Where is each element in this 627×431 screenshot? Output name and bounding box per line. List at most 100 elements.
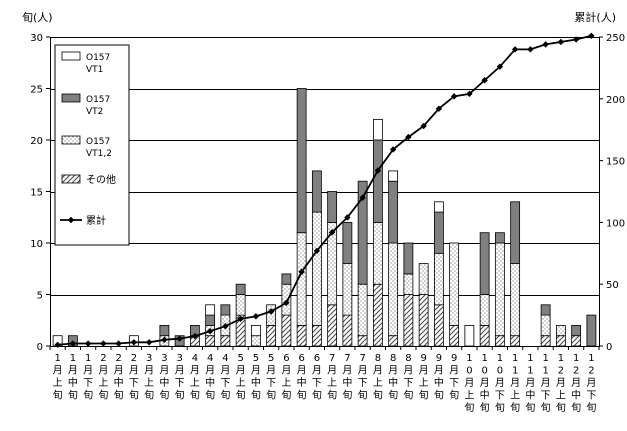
x-category-char: 旬 — [220, 389, 230, 402]
cumulative-point — [496, 63, 504, 70]
bar-segment-gray — [327, 191, 338, 223]
y-left-tick-label: 25 — [30, 85, 43, 96]
x-category-char: 中 — [571, 389, 581, 402]
y-left-tick-label: 10 — [30, 239, 43, 250]
x-category-char: 6 — [298, 353, 304, 364]
x-category-char: 月 — [129, 365, 139, 377]
x-category-char: 1 — [512, 353, 518, 364]
x-category-char: 月 — [297, 365, 307, 377]
cumulative-point — [283, 299, 290, 306]
x-category-char: 下 — [220, 378, 230, 389]
x-category-char: 旬 — [144, 389, 154, 402]
bar-segment-hatch — [266, 324, 277, 347]
x-category-char: 旬 — [175, 389, 185, 402]
bar-segment-hatch — [220, 335, 231, 347]
legend-label: その他 — [86, 173, 116, 186]
x-category-char: 2 — [588, 366, 594, 377]
x-category-char: 1 — [70, 353, 76, 364]
cumulative-point — [405, 133, 412, 141]
x-category-char: 中 — [251, 376, 261, 389]
bar-segment-hatch — [418, 294, 429, 347]
y-left-tick-label: 30 — [30, 33, 43, 44]
x-category-char: 旬 — [541, 401, 551, 414]
legend-swatch-dots — [61, 135, 81, 145]
bar-segment-gray — [479, 232, 490, 295]
x-category-char: 月 — [419, 365, 429, 377]
y-right-tick-label: 250 — [606, 33, 625, 44]
x-category-char: 旬 — [480, 401, 490, 414]
x-category-char: 3 — [161, 353, 167, 364]
x-category-char: 月 — [571, 377, 581, 389]
y-left-tick-label: 0 — [37, 342, 43, 353]
x-category-char: 中 — [114, 376, 124, 389]
x-category-char: 月 — [541, 377, 551, 389]
x-category-char: 下 — [449, 378, 459, 389]
x-category-char: 中 — [434, 376, 444, 389]
cumulative-point — [84, 340, 92, 347]
x-category-char: 旬 — [525, 401, 535, 414]
x-category-char: 1 — [481, 353, 487, 364]
bar-segment-gray — [235, 283, 246, 295]
x-category-char: 2 — [558, 366, 564, 377]
cumulative-point — [527, 46, 534, 53]
bar-segment-gray — [296, 88, 307, 234]
legend-label: VT1,2 — [86, 149, 112, 159]
x-category-char: 上 — [190, 377, 200, 389]
bar-segment-hatch — [372, 283, 383, 347]
bar-segment-dots — [433, 252, 444, 306]
bar-segment-white — [388, 170, 399, 182]
legend-line-marker — [67, 216, 75, 224]
cumulative-point — [267, 308, 275, 315]
bar-segment-white — [372, 119, 383, 141]
x-category-char: 月 — [68, 365, 78, 377]
bar-segment-hatch — [403, 294, 414, 347]
x-category-char: 8 — [405, 353, 411, 364]
x-category-char: 中 — [205, 376, 215, 389]
x-category-char: 中 — [159, 376, 169, 389]
bars — [52, 88, 597, 347]
x-category-char: 5 — [237, 353, 243, 364]
x-category-char: 上 — [98, 377, 108, 389]
legend-label: O157 — [86, 53, 110, 63]
y-axis-left-title: 旬(人) — [22, 11, 53, 24]
x-category-char: 月 — [510, 377, 520, 389]
bar-segment-dots — [266, 304, 277, 326]
legend-swatch-hatch — [61, 174, 81, 184]
y-left-tick-label: 5 — [37, 291, 43, 302]
x-category-char: 2 — [100, 353, 106, 364]
bar-segment-gray — [494, 232, 505, 244]
x-category-char: 5 — [268, 353, 274, 364]
y-right-tick-label: 0 — [606, 342, 612, 353]
x-category-char: 2 — [115, 353, 121, 364]
x-category-char: 旬 — [327, 389, 337, 402]
cumulative-point — [222, 323, 229, 330]
bar-segment-dots — [555, 324, 566, 337]
x-category-char: 2 — [573, 366, 579, 377]
bar-segment-hatch — [388, 335, 399, 347]
x-category-char: 下 — [586, 391, 596, 402]
bar-segment-hatch — [327, 304, 338, 347]
x-category-char: 上 — [281, 377, 291, 389]
bar-segment-hatch — [281, 314, 292, 347]
x-category-char: 中 — [68, 376, 78, 389]
x-category-char: 下 — [495, 391, 505, 402]
bar-segment-hatch — [494, 335, 505, 347]
x-category-char: 月 — [159, 365, 169, 377]
cumulative-point — [206, 327, 214, 335]
cumulative-point — [420, 122, 427, 130]
x-category-char: 下 — [266, 378, 276, 389]
x-category-char: 1 — [512, 366, 518, 377]
bar-segment-hatch — [555, 335, 566, 347]
x-category-char: 3 — [146, 353, 152, 364]
bar-segment-dots — [494, 242, 505, 337]
